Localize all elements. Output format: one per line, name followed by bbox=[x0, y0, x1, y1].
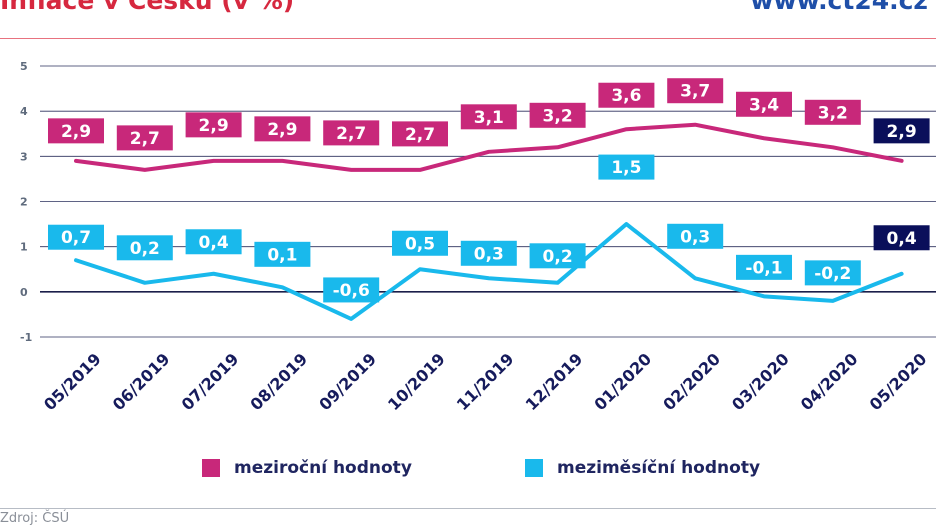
x-tick-label: 05/2019 bbox=[40, 349, 105, 414]
data-label-mom: -0,6 bbox=[333, 281, 370, 301]
data-label-yoy: 3,4 bbox=[749, 95, 779, 115]
source-note: Zdroj: ČSÚ bbox=[0, 511, 70, 526]
x-tick-label: 03/2020 bbox=[728, 349, 793, 414]
data-label-yoy: 2,9 bbox=[199, 116, 229, 136]
series-line-yoy bbox=[74, 122, 904, 172]
data-label-mom: 0,2 bbox=[543, 247, 573, 267]
x-tick-label: 06/2019 bbox=[109, 349, 174, 414]
legend-label-mom: meziměsíční hodnoty bbox=[557, 458, 761, 478]
data-label-mom: 0,4 bbox=[199, 233, 229, 253]
data-label-box-mom bbox=[323, 277, 380, 303]
data-label-box-yoy bbox=[873, 118, 930, 144]
data-label-box-yoy bbox=[254, 116, 311, 142]
y-tick-label: 4 bbox=[20, 105, 28, 118]
x-tick-label: 02/2020 bbox=[659, 349, 724, 414]
data-label-yoy: 2,7 bbox=[130, 129, 160, 149]
data-label-box-mom bbox=[254, 241, 311, 267]
x-tick-label: 08/2019 bbox=[246, 349, 311, 414]
data-label-box-mom bbox=[873, 225, 930, 251]
chart-title: Inflace v Česku (v %) bbox=[0, 0, 295, 15]
legend-swatch-yoy bbox=[202, 459, 220, 477]
data-label-yoy: 2,9 bbox=[267, 120, 297, 140]
legend-swatch-mom bbox=[525, 459, 543, 477]
data-label-yoy: 2,7 bbox=[336, 124, 366, 144]
data-label-mom: 0,2 bbox=[130, 239, 160, 259]
data-label-box-yoy bbox=[185, 112, 242, 138]
data-label-mom: 0,3 bbox=[474, 244, 504, 264]
data-label-yoy: 3,6 bbox=[611, 86, 641, 106]
data-label-box-yoy bbox=[804, 99, 861, 125]
y-tick-label: 1 bbox=[20, 241, 28, 254]
data-label-box-mom bbox=[392, 230, 448, 256]
data-label-mom: 0,5 bbox=[405, 234, 435, 254]
legend-label-yoy: meziroční hodnoty bbox=[234, 458, 412, 478]
data-label-box-mom bbox=[529, 243, 586, 269]
data-label-yoy: 2,7 bbox=[405, 125, 435, 145]
data-label-box-yoy bbox=[667, 78, 724, 104]
data-label-mom: -0,2 bbox=[814, 264, 851, 284]
data-label-yoy: 3,2 bbox=[543, 106, 573, 126]
y-tick-label: 5 bbox=[20, 60, 28, 73]
data-label-box-yoy bbox=[460, 104, 517, 130]
data-label-mom: 0,1 bbox=[267, 245, 297, 265]
data-label-yoy: 2,9 bbox=[887, 122, 917, 142]
data-label-box-mom bbox=[116, 235, 173, 261]
x-tick-label: 09/2019 bbox=[315, 349, 380, 414]
x-tick-label: 05/2020 bbox=[866, 349, 931, 414]
data-label-box-mom bbox=[804, 260, 861, 286]
legend-item-yoy: meziroční hodnoty bbox=[202, 458, 412, 478]
footer-divider bbox=[0, 508, 936, 509]
data-label-box-mom bbox=[48, 224, 104, 250]
site-url: www.ct24.cz bbox=[750, 0, 928, 15]
data-label-box-yoy bbox=[323, 120, 380, 146]
y-tick-label: 2 bbox=[20, 196, 28, 209]
x-tick-label: 12/2019 bbox=[522, 349, 587, 414]
x-tick-label: 01/2020 bbox=[590, 349, 655, 414]
data-label-box-yoy bbox=[598, 82, 655, 108]
data-label-yoy: 3,7 bbox=[680, 82, 710, 102]
x-tick-label: 10/2019 bbox=[384, 349, 449, 414]
x-tick-label: 11/2019 bbox=[453, 349, 518, 414]
legend-item-mom: meziměsíční hodnoty bbox=[525, 458, 760, 478]
data-label-box-yoy bbox=[392, 121, 448, 147]
y-tick-label: 0 bbox=[20, 286, 28, 299]
data-label-mom: 0,3 bbox=[680, 227, 710, 247]
data-label-box-yoy bbox=[736, 91, 792, 117]
data-label-mom: 0,7 bbox=[61, 228, 91, 248]
data-label-box-mom bbox=[667, 223, 724, 249]
data-label-yoy: 3,2 bbox=[818, 103, 848, 123]
header-divider bbox=[0, 38, 936, 39]
data-label-mom: 0,4 bbox=[887, 229, 917, 249]
data-label-box-mom bbox=[736, 254, 792, 280]
data-label-mom: -0,1 bbox=[745, 258, 782, 278]
series-line-mom bbox=[74, 222, 904, 321]
y-tick-label: 3 bbox=[20, 150, 28, 163]
data-label-yoy: 2,9 bbox=[61, 122, 91, 142]
data-label-box-yoy bbox=[529, 102, 586, 128]
data-label-mom: 1,5 bbox=[611, 158, 641, 178]
data-label-box-mom bbox=[185, 229, 242, 255]
data-label-box-yoy bbox=[116, 125, 173, 151]
x-tick-label: 04/2020 bbox=[797, 349, 862, 414]
y-tick-label: -1 bbox=[20, 331, 32, 344]
data-label-box-mom bbox=[598, 154, 655, 180]
x-tick-label: 07/2019 bbox=[178, 349, 243, 414]
data-label-yoy: 3,1 bbox=[474, 108, 504, 128]
data-label-box-mom bbox=[460, 240, 517, 266]
inflation-chart: 5 4 3 2 1 0 -1 2,9 2,7 2,9 2,9 2,7 2,7 3,1 3,2 3,6 3,7 3,… bbox=[20, 60, 936, 414]
data-label-box-yoy bbox=[48, 118, 104, 144]
